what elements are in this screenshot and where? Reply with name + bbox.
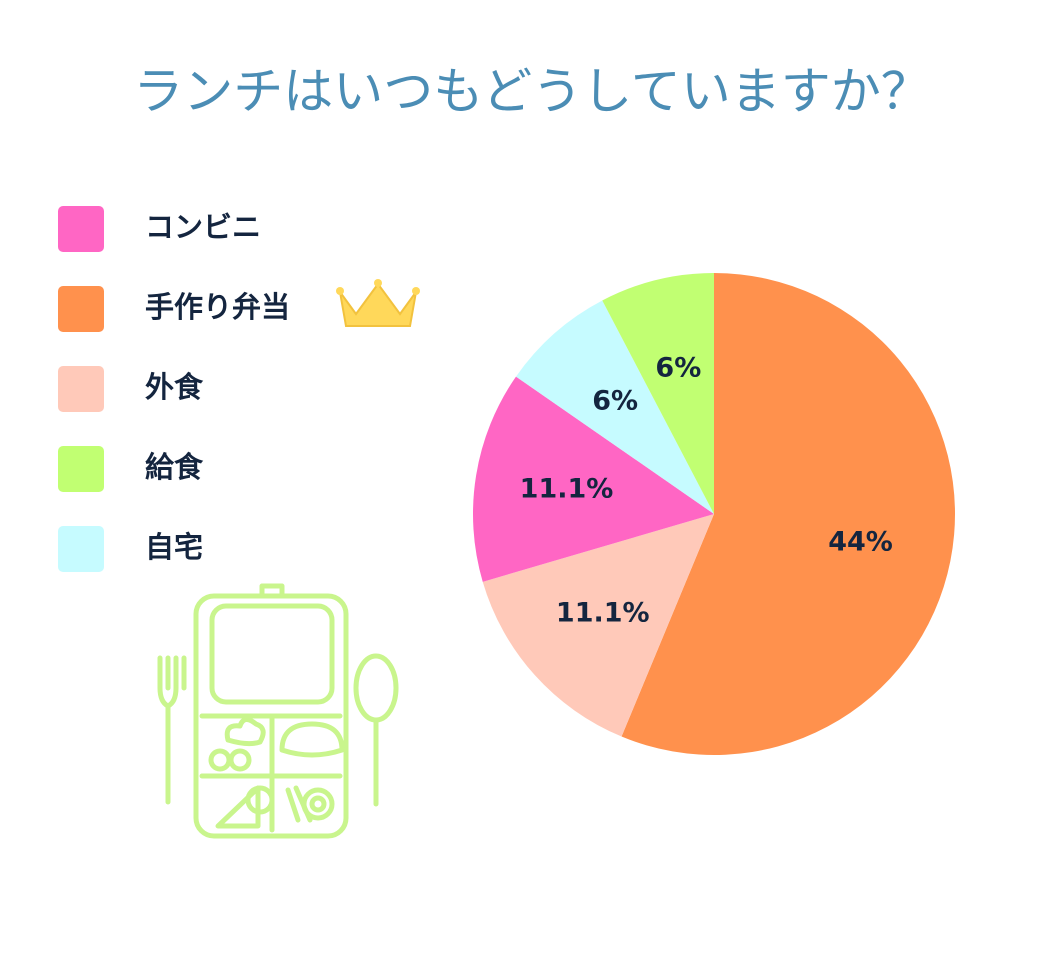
value-label: 11.1% — [556, 597, 650, 628]
pie-slice — [602, 273, 714, 514]
chart-title: ランチはいつもどうしていますか？ — [133, 63, 931, 121]
legend-swatch — [58, 526, 104, 572]
legend-label: コンビニ — [145, 210, 261, 244]
legend-swatch — [58, 206, 104, 252]
pie-slice — [621, 273, 955, 755]
legend-swatch — [58, 366, 104, 412]
pie-slice — [472, 376, 714, 582]
lunchbox-illustration — [157, 583, 399, 839]
crown — [336, 279, 420, 327]
legend-label: 自宅 — [145, 530, 203, 564]
value-label: 44% — [828, 527, 893, 558]
legend-label: 給食 — [145, 450, 204, 484]
value-label: 11.1% — [520, 474, 614, 505]
legend-swatch — [58, 446, 104, 492]
value-label: 6% — [592, 385, 638, 416]
legend-label: 外食 — [145, 370, 204, 404]
pie-slice — [515, 300, 714, 514]
legend-label: 手作り弁当 — [145, 290, 290, 324]
pie-slice — [482, 514, 714, 737]
pie — [472, 273, 955, 755]
legend-swatch — [58, 286, 104, 332]
value-label: 6% — [655, 352, 701, 383]
